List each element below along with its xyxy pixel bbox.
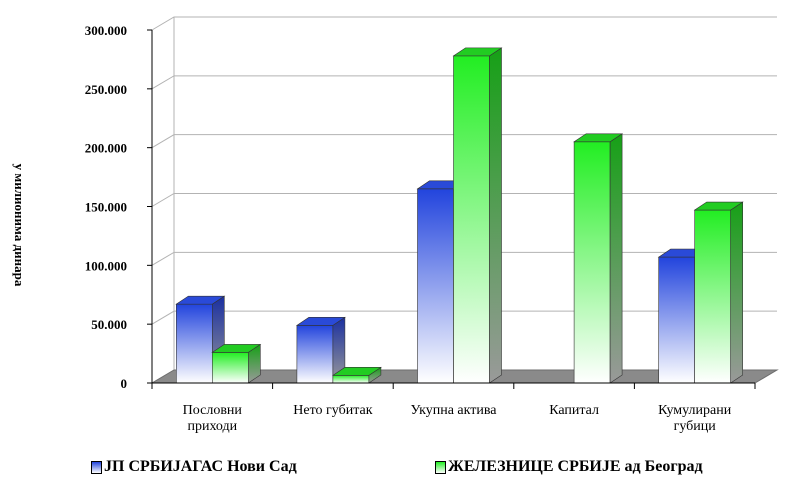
y-tick-label: 50.000 (91, 317, 127, 332)
bar-front (417, 188, 454, 384)
legend-swatch-blue (91, 460, 102, 474)
bar (693, 201, 744, 384)
bar-top (211, 344, 262, 353)
y-tick-label: 100.000 (85, 258, 127, 273)
bar-side (489, 47, 502, 384)
bars (175, 47, 744, 384)
bar-top (452, 47, 503, 57)
x-tick-label: приходи (187, 419, 237, 434)
bar-front (694, 209, 732, 384)
legend-label-series-2: ЖЕЛЕЗНИЦЕ СРБИЈЕ ад Београд (448, 458, 703, 475)
x-tick-label: Нето губитак (293, 403, 372, 418)
legend-item-series-1: ЈП СРБИЈАГАС Нови Сад (91, 458, 297, 476)
gridline (151, 16, 777, 31)
bar (331, 366, 382, 384)
bar (573, 133, 624, 384)
legend: ЈП СРБИЈАГАС Нови Сад ЖЕЛЕЗНИЦЕ СРБИЈЕ а… (0, 458, 791, 478)
x-tick-label: Кумулирани (658, 403, 732, 418)
y-tick-label: 200.000 (85, 141, 127, 156)
bar-front (658, 256, 696, 384)
bar (211, 343, 262, 384)
legend-item-series-2: ЖЕЛЕЗНИЦЕ СРБИЈЕ ад Београд (435, 458, 703, 476)
x-tick-label: губици (674, 419, 717, 434)
x-tick-label: Пословни (183, 403, 243, 418)
y-tick-labels: 0 50.000 100.000 150.000 200.000 250.000 300.0… (85, 23, 127, 391)
axes (147, 29, 756, 389)
bar-side (609, 133, 623, 384)
x-tick-label: Укупна актива (410, 403, 497, 418)
bar-front (573, 141, 611, 384)
bar-front (453, 55, 490, 384)
bar-top (573, 133, 624, 143)
bar (452, 47, 503, 384)
y-tick-label: 0 (121, 376, 128, 391)
y-axis-label: у милионима динара (12, 163, 27, 287)
bar-front (296, 325, 334, 384)
bar (295, 316, 346, 384)
bar-front (212, 352, 249, 384)
y-tick-label: 250.000 (85, 82, 127, 97)
legend-label-series-1: ЈП СРБИЈАГАС Нови Сад (104, 458, 297, 475)
y-axis-label-box: у милионима динара (4, 150, 34, 300)
legend-swatch-green (435, 460, 446, 474)
y-tick-label: 300.000 (85, 23, 127, 38)
bar-top (175, 295, 226, 305)
bar-front (176, 303, 213, 384)
bar-top (295, 317, 346, 326)
bar-top (331, 367, 382, 376)
bar-side (730, 201, 744, 384)
bar-top (693, 201, 744, 211)
x-tick-label: Капитал (549, 403, 599, 418)
y-tick-label: 150.000 (85, 200, 127, 215)
bar-front (332, 375, 370, 384)
